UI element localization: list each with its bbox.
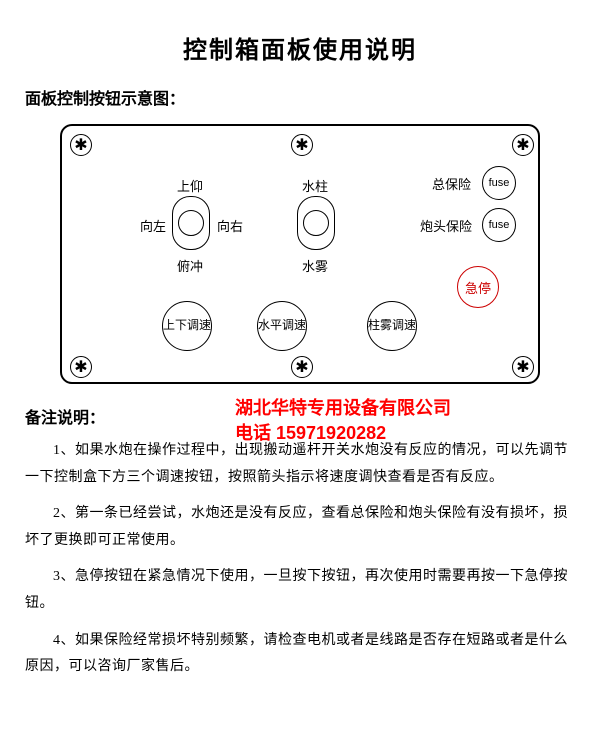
diagram-subtitle: 面板控制按钮示意图： bbox=[25, 85, 575, 109]
emergency-stop: 急停 bbox=[457, 266, 499, 308]
panel-wrapper: ✱ ✱ ✱ ✱ ✱ ✱ 上仰 俯冲 向左 向右 水柱 水雾 总保险 炮头保险 f… bbox=[25, 124, 575, 384]
note-item: 4、如果保险经常损坏特别频繁，请检查电机或者是线路是否存在短路或者是什么原因，可… bbox=[25, 628, 575, 681]
label-head-fuse: 炮头保险 bbox=[420, 216, 472, 235]
screw-icon: ✱ bbox=[291, 134, 313, 156]
screw-icon: ✱ bbox=[512, 356, 534, 378]
screw-icon: ✱ bbox=[70, 134, 92, 156]
label-left: 向左 bbox=[140, 216, 166, 235]
page-title: 控制箱面板使用说明 bbox=[25, 30, 575, 65]
watermark-phone: 电话 15971920282 bbox=[235, 419, 386, 445]
screw-icon: ✱ bbox=[70, 356, 92, 378]
knob-horizontal-speed: 水平调速 bbox=[257, 301, 307, 351]
control-panel: ✱ ✱ ✱ ✱ ✱ ✱ 上仰 俯冲 向左 向右 水柱 水雾 总保险 炮头保险 f… bbox=[60, 124, 540, 384]
label-up: 上仰 bbox=[177, 176, 203, 195]
label-stream: 水柱 bbox=[302, 176, 328, 195]
rocker-direction bbox=[172, 196, 210, 250]
knob-spray-speed: 柱雾调速 bbox=[367, 301, 417, 351]
rocker-spray bbox=[297, 196, 335, 250]
note-item: 1、如果水炮在操作过程中，出现搬动遥杆开关水炮没有反应的情况，可以先调节一下控制… bbox=[25, 438, 575, 491]
fuse-head: fuse bbox=[482, 208, 516, 242]
knob-vertical-speed: 上下调速 bbox=[162, 301, 212, 351]
fuse-main: fuse bbox=[482, 166, 516, 200]
note-item: 3、急停按钮在紧急情况下使用，一旦按下按钮，再次使用时需要再按一下急停按钮。 bbox=[25, 564, 575, 617]
label-right: 向右 bbox=[217, 216, 243, 235]
screw-icon: ✱ bbox=[512, 134, 534, 156]
screw-icon: ✱ bbox=[291, 356, 313, 378]
label-fog: 水雾 bbox=[302, 256, 328, 275]
label-main-fuse: 总保险 bbox=[432, 174, 471, 193]
label-down: 俯冲 bbox=[177, 256, 203, 275]
watermark-company: 湖北华特专用设备有限公司 bbox=[235, 394, 451, 420]
note-item: 2、第一条已经尝试，水炮还是没有反应，查看总保险和炮头保险有没有损坏，损坏了更换… bbox=[25, 501, 575, 554]
